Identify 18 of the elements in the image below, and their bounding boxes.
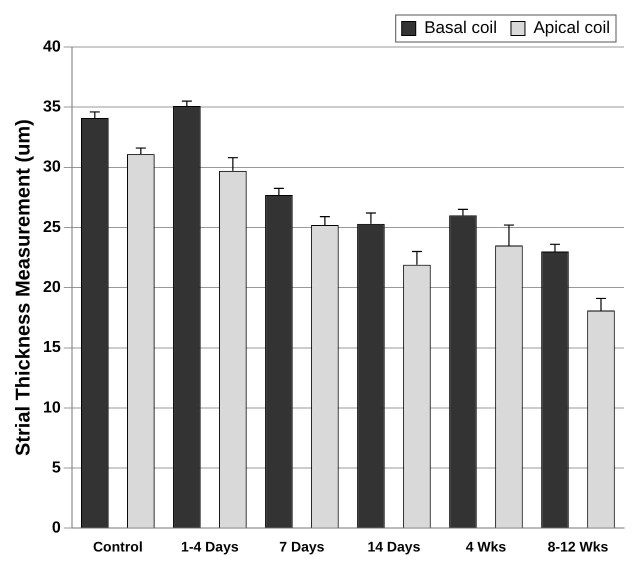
y-tick-label: 15 xyxy=(43,339,61,356)
x-tick-label: 7 Days xyxy=(279,538,325,554)
y-axis-title: Strial Thickness Measurement (um) xyxy=(12,119,35,456)
x-tick-label: 14 Days xyxy=(367,538,421,554)
x-tick-label: Control xyxy=(92,538,143,554)
y-tick-label: 40 xyxy=(43,38,61,56)
legend-label: Apical coil xyxy=(533,18,610,38)
x-tick-label: 1-4 Days xyxy=(181,538,239,554)
legend-label: Basal coil xyxy=(424,18,497,38)
y-tick-label: 10 xyxy=(43,399,61,416)
x-tick-label: 4 Wks xyxy=(466,538,506,554)
y-tick-label: 20 xyxy=(43,279,61,296)
y-tick-label: 5 xyxy=(52,459,61,476)
y-tick-label: 35 xyxy=(43,98,61,116)
y-tick-label: 0 xyxy=(52,520,61,537)
y-tick-label: 30 xyxy=(43,158,61,176)
y-tick-label: 25 xyxy=(43,218,61,236)
x-tick-label: 8-12 Wks xyxy=(548,538,609,554)
